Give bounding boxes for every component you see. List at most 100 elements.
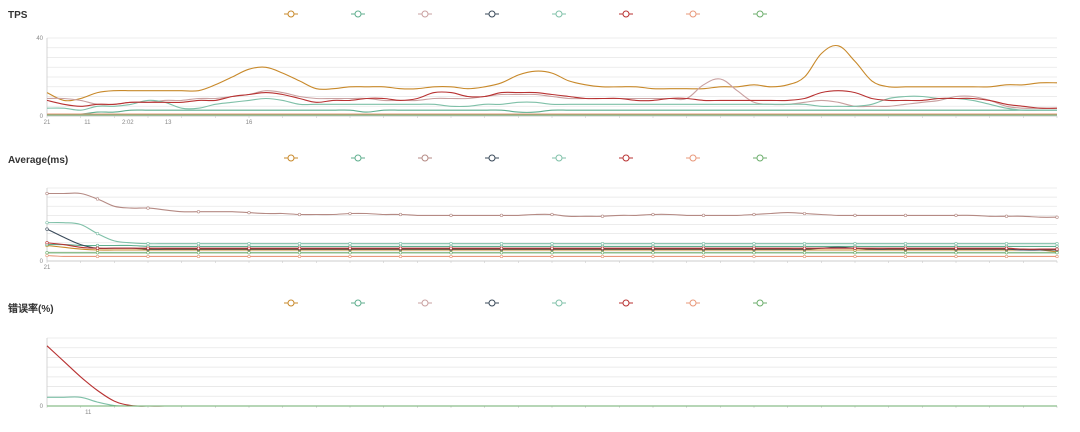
series-point (802, 242, 807, 246)
series-point (398, 251, 403, 255)
x-tick-label: 21 (44, 120, 51, 126)
series-point (146, 206, 150, 210)
average-chart: 021 (40, 154, 1059, 271)
series-point (903, 246, 908, 250)
legend-marker (622, 10, 630, 18)
series-point (954, 251, 958, 255)
series-point (348, 242, 352, 246)
series-point (550, 251, 554, 255)
legend-marker (421, 10, 429, 18)
series-point (802, 246, 807, 250)
legend-marker (622, 299, 630, 307)
series-point (600, 246, 605, 250)
series-point (499, 246, 504, 250)
series-point (853, 213, 857, 217)
tps-chart: 0 40 21 11 2:02 13 16 (36, 10, 1058, 126)
series-point (651, 251, 655, 255)
series-point (95, 197, 100, 201)
legend-marker (287, 299, 295, 307)
series-point (297, 251, 302, 255)
legend-marker (756, 10, 764, 18)
series-point (45, 241, 49, 245)
series-point (1004, 251, 1009, 255)
series-point (600, 242, 605, 246)
series-point (45, 251, 49, 255)
series-line (46, 44, 1058, 102)
series-point (45, 227, 49, 231)
series-line (47, 396, 1057, 407)
series-point (95, 243, 100, 248)
series-line (46, 90, 1058, 109)
y-tick-label: 40 (36, 36, 43, 42)
series-point (701, 242, 706, 246)
legend-marker (555, 10, 563, 18)
series-point (297, 242, 302, 246)
series-point (1055, 244, 1059, 248)
series-line (46, 221, 1057, 245)
legend-marker (555, 154, 563, 162)
x-tick-label: 11 (85, 410, 92, 416)
series-point (701, 246, 706, 250)
series-point (752, 251, 756, 255)
series-point (247, 211, 251, 215)
series-point (802, 254, 807, 259)
legend-marker (689, 10, 697, 18)
series-point (954, 242, 958, 246)
series-point (398, 246, 403, 250)
series-point (1004, 246, 1009, 250)
series-point (146, 251, 150, 255)
x-tick-label: 11 (84, 120, 91, 126)
series-point (499, 213, 504, 217)
series-point (348, 211, 352, 216)
series-point (550, 242, 554, 246)
series-point (853, 254, 857, 259)
series-point (954, 246, 958, 250)
series-point (701, 251, 706, 255)
error-rate-title: 错误率(%) (8, 304, 54, 315)
average-title: Average(ms) (8, 155, 69, 166)
series-point (550, 212, 554, 217)
series-point (499, 251, 504, 255)
series-point (903, 251, 908, 255)
series-point (1055, 215, 1059, 219)
series-point (45, 221, 49, 225)
series-point (45, 191, 49, 196)
series-point (1004, 242, 1009, 246)
series-point (651, 254, 655, 259)
series-point (196, 242, 201, 246)
legend-marker (354, 10, 362, 18)
series-point (954, 254, 958, 259)
series-point (802, 211, 807, 216)
series-point (196, 210, 201, 214)
series-point (499, 242, 504, 246)
series-point (449, 251, 453, 255)
series-point (398, 212, 403, 217)
x-tick-label: 16 (246, 120, 253, 126)
x-tick-label: 2:02 (122, 120, 134, 126)
series-line (46, 78, 1057, 109)
series-point (1055, 242, 1059, 246)
legend-marker (689, 154, 697, 162)
series-point (752, 246, 756, 250)
series-point (95, 232, 100, 236)
series-point (449, 242, 453, 246)
series-point (348, 254, 352, 259)
series-point (853, 246, 857, 250)
average-panel: Average(ms) 0 21 (0, 145, 1080, 285)
series-point (146, 242, 150, 246)
y-tick-label: 0 (40, 404, 44, 410)
series-line (46, 95, 1057, 111)
series-line (46, 345, 1057, 407)
tps-title: TPS (8, 10, 28, 21)
series-point (651, 246, 655, 250)
series-point (853, 251, 857, 255)
x-tick-label: 13 (165, 120, 172, 126)
series-point (449, 254, 453, 259)
legend-marker (421, 299, 429, 307)
series-point (802, 251, 807, 255)
series-point (196, 246, 201, 250)
x-tick-label: 21 (44, 265, 51, 271)
series-line (47, 109, 1057, 115)
series-point (45, 253, 49, 258)
series-point (297, 254, 302, 259)
